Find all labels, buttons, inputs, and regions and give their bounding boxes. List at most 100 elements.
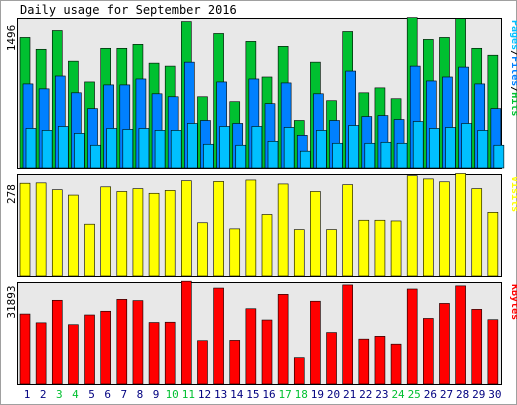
bar-kbytes-day-11 [181, 280, 192, 385]
bar-pages-day-29 [477, 130, 489, 169]
day-label-9: 9 [153, 388, 160, 401]
bar-kbytes-day-24 [390, 343, 402, 385]
bar-pages-day-13 [219, 126, 230, 169]
usage-axis-max-label: 1496 [5, 25, 18, 52]
bar-kbytes-day-15 [245, 308, 257, 385]
day-label-23: 23 [375, 388, 388, 401]
bar-kbytes-day-12 [197, 340, 208, 385]
bar-pages-day-18 [299, 150, 311, 169]
day-label-27: 27 [440, 388, 453, 401]
bar-kbytes-day-23 [374, 336, 386, 385]
day-label-19: 19 [311, 388, 324, 401]
day-label-12: 12 [198, 388, 211, 401]
bar-kbytes-day-14 [229, 340, 241, 385]
bar-kbytes-day-29 [471, 309, 483, 385]
kbytes-plot-area [17, 282, 502, 385]
bar-visits-day-28 [455, 173, 466, 277]
bar-kbytes-day-30 [487, 319, 499, 385]
bar-pages-day-22 [364, 142, 376, 169]
day-label-22: 22 [359, 388, 372, 401]
usage-side-label-part: / [509, 86, 517, 92]
bar-pages-day-27 [445, 127, 456, 169]
bar-visits-day-24 [390, 220, 402, 277]
bar-pages-day-26 [429, 128, 440, 169]
day-label-16: 16 [262, 388, 275, 401]
bar-pages-day-21 [348, 125, 359, 169]
usage-side-label-part: Hits [509, 92, 517, 116]
bar-pages-day-30 [493, 144, 505, 169]
bar-visits-day-15 [245, 179, 257, 277]
usage-side-label-part: / [509, 50, 517, 56]
day-label-2: 2 [40, 388, 47, 401]
bar-pages-day-16 [267, 140, 279, 169]
bar-pages-day-12 [203, 143, 214, 169]
bar-kbytes-day-7 [116, 299, 128, 385]
day-label-14: 14 [230, 388, 244, 401]
bar-visits-day-27 [439, 181, 450, 277]
bar-pages-day-23 [380, 141, 392, 169]
bar-pages-day-24 [396, 142, 408, 169]
bar-kbytes-day-25 [406, 288, 418, 385]
bar-visits-day-13 [213, 181, 224, 277]
bar-pages-day-2 [41, 130, 53, 169]
bar-pages-day-14 [235, 144, 247, 169]
bar-kbytes-day-27 [439, 303, 450, 385]
visits-axis-max-label: 278 [5, 184, 18, 204]
bar-visits-day-16 [261, 214, 273, 277]
bar-visits-day-21 [342, 184, 353, 277]
bar-visits-day-7 [116, 191, 128, 277]
bar-visits-day-3 [51, 189, 63, 277]
bar-visits-day-17 [277, 183, 289, 277]
kbytes-side-label-part: KBytes [509, 284, 517, 320]
bar-pages-day-5 [90, 144, 101, 169]
day-label-25: 25 [408, 388, 421, 401]
day-label-29: 29 [472, 388, 485, 401]
bar-visits-day-5 [84, 223, 95, 277]
bar-visits-day-11 [181, 180, 192, 277]
bar-kbytes-day-6 [100, 310, 111, 385]
bar-kbytes-day-4 [68, 324, 79, 385]
bar-kbytes-day-2 [35, 322, 47, 385]
day-label-1: 1 [24, 388, 31, 401]
bar-visits-day-4 [68, 194, 79, 277]
bar-visits-day-22 [358, 219, 370, 277]
kbytes-axis-max-label: 31893 [5, 285, 18, 318]
usage-side-label-part: Pages [509, 20, 517, 50]
bar-kbytes-day-19 [310, 300, 321, 385]
bar-pages-day-28 [461, 123, 472, 169]
bar-kbytes-day-8 [132, 300, 144, 385]
day-label-6: 6 [104, 388, 111, 401]
bar-kbytes-day-28 [455, 285, 466, 385]
day-label-26: 26 [424, 388, 437, 401]
day-label-18: 18 [295, 388, 308, 401]
day-label-3: 3 [56, 388, 63, 401]
day-labels: 1 2 3 4 5 6 7 8 9 10 11 12 13 14 15 16 17 18 19 20 21 22 23 24 2… [24, 388, 502, 401]
bar-kbytes-day-13 [213, 287, 224, 385]
bar-visits-day-30 [487, 212, 499, 277]
chart-title: Daily usage for September 2016 [20, 3, 237, 17]
visits-side-label-part: Visits [509, 176, 517, 212]
day-label-15: 15 [246, 388, 259, 401]
bar-kbytes-day-5 [84, 314, 95, 385]
bar-kbytes-day-3 [51, 299, 63, 385]
bar-visits-day-20 [326, 229, 337, 277]
day-label-17: 17 [279, 388, 292, 401]
bar-visits-day-6 [100, 186, 111, 277]
visits-side-label: Visits [509, 176, 517, 212]
day-label-24: 24 [391, 388, 405, 401]
bar-kbytes-day-22 [358, 338, 370, 385]
visits-panel: 278 Visits [5, 173, 517, 277]
bar-pages-day-20 [332, 142, 343, 169]
bar-pages-day-8 [138, 128, 150, 169]
bar-kbytes-day-20 [326, 332, 337, 385]
bar-kbytes-day-21 [342, 284, 353, 385]
day-label-7: 7 [120, 388, 127, 401]
bar-kbytes-day-16 [261, 319, 273, 385]
day-label-20: 20 [327, 388, 340, 401]
bar-pages-day-7 [122, 129, 134, 169]
bar-visits-day-10 [164, 190, 176, 277]
bar-pages-day-1 [25, 128, 37, 169]
